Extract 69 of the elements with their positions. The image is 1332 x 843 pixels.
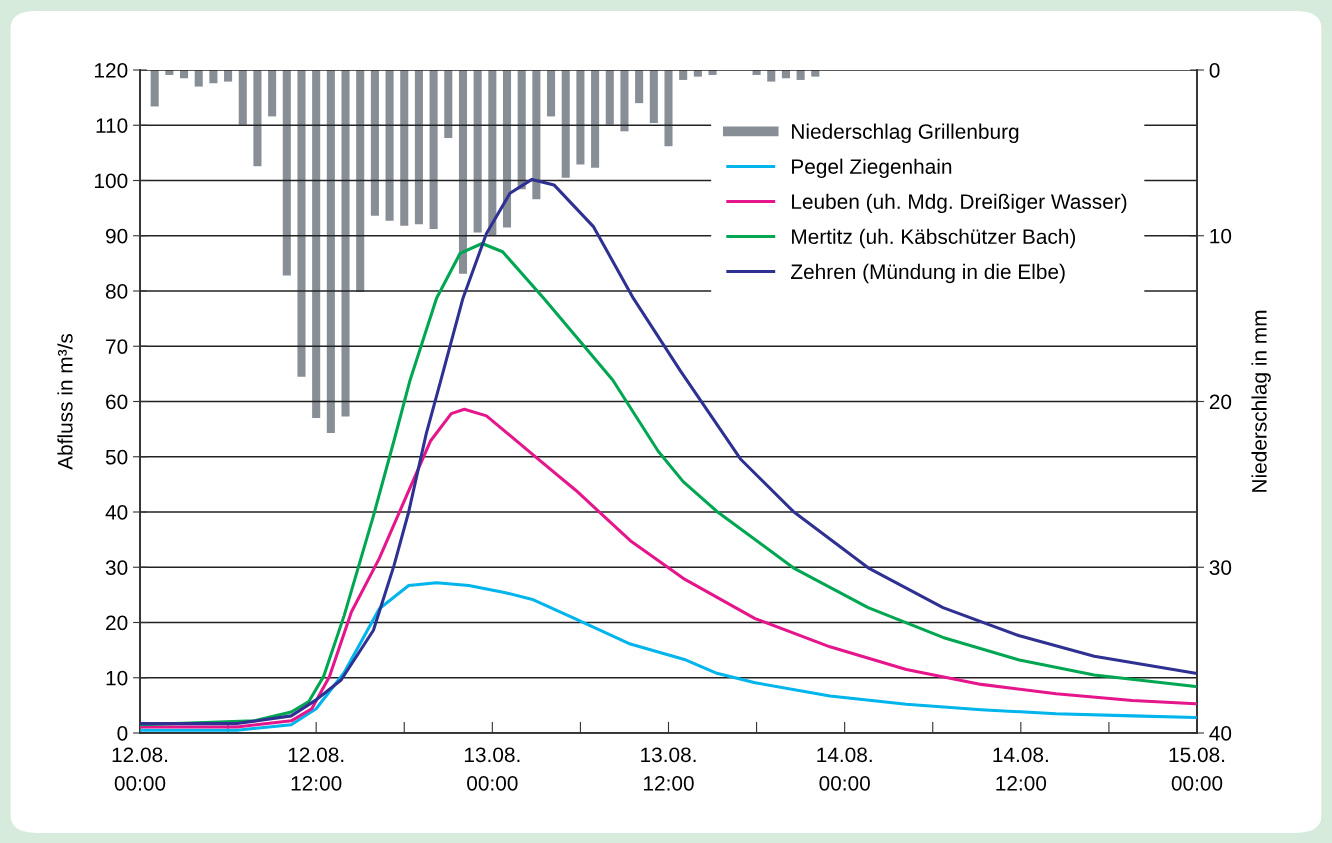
bar	[385, 70, 394, 221]
legend-label: Leuben (uh. Mdg. Dreißiger Wasser)	[792, 193, 1127, 214]
x-tick-label: 12.08. 00:00	[112, 747, 168, 791]
bar	[297, 70, 306, 377]
x-tick-label: 14.08. 12:00	[993, 747, 1048, 791]
bar	[591, 70, 600, 168]
bar	[429, 70, 438, 230]
bar	[767, 70, 776, 82]
bar	[488, 70, 497, 236]
bar	[458, 70, 468, 274]
legend-label: Niederschlag Grillenburg	[792, 123, 1019, 144]
bar	[664, 70, 673, 147]
y-tick-label: 50	[105, 449, 128, 465]
bar	[312, 70, 321, 419]
y-tick-label: 20	[106, 615, 128, 631]
bar	[238, 70, 247, 125]
y-tick-label: 100	[95, 173, 128, 189]
y2-tick-label: 0	[1209, 63, 1220, 78]
y-axis-title: Abfluss in m³/s	[57, 333, 73, 470]
y-tick-label: 80	[105, 284, 128, 299]
y2-tick-label: 20	[1209, 394, 1232, 410]
bar	[150, 70, 159, 107]
x-tick-label: 12.08. 12:00	[288, 747, 344, 791]
bar	[649, 70, 658, 124]
bar	[253, 70, 262, 167]
bar	[679, 70, 688, 80]
bar	[341, 70, 350, 417]
bar	[502, 70, 512, 228]
legend-label: Pegel Ziegenhain	[792, 158, 952, 179]
bar	[561, 70, 570, 178]
bar	[370, 70, 379, 216]
y-tick-label: 90	[106, 228, 128, 244]
bar	[444, 70, 453, 138]
y-tick-label: 40	[105, 505, 128, 520]
bar	[532, 70, 541, 200]
y2-tick-label: 10	[1210, 228, 1232, 244]
bar	[473, 70, 482, 233]
bar	[209, 70, 218, 84]
bar	[268, 70, 277, 117]
y-tick-label: 110	[96, 118, 128, 133]
bar	[326, 70, 335, 433]
y-tick-label: 70	[106, 339, 128, 354]
y2-tick-label: 30	[1209, 560, 1232, 575]
bar	[517, 70, 526, 190]
bar	[414, 70, 423, 225]
y2-tick-label: 40	[1209, 726, 1232, 741]
x-tick-label: 15.08. 00:00	[1169, 747, 1225, 791]
bar	[400, 70, 409, 226]
y-tick-label: 10	[106, 670, 128, 686]
y-tick-label: 120	[95, 63, 128, 78]
legend-label: Zehren (Mündung in die Elbe)	[791, 263, 1065, 284]
x-tick-label: 13.08. 00:00	[464, 747, 520, 791]
bar	[547, 70, 556, 117]
bar	[620, 70, 629, 132]
y-tick-label: 60	[106, 394, 128, 410]
bar	[194, 70, 203, 87]
y-tick-label: 30	[105, 560, 128, 575]
bar	[576, 70, 585, 165]
bar	[356, 70, 365, 293]
bar	[635, 70, 644, 104]
bar	[224, 70, 233, 82]
bar	[605, 70, 614, 125]
x-tick-label: 13.08. 12:00	[641, 747, 696, 791]
y-tick-label: 0	[117, 726, 128, 741]
y2-axis-title: Niederschlag in mm	[1251, 310, 1271, 492]
x-tick-label: 14.08. 00:00	[817, 747, 872, 791]
legend-label: Mertitz (uh. Käbschützer Bach)	[792, 228, 1076, 249]
bar	[282, 70, 291, 276]
bar	[796, 70, 805, 80]
